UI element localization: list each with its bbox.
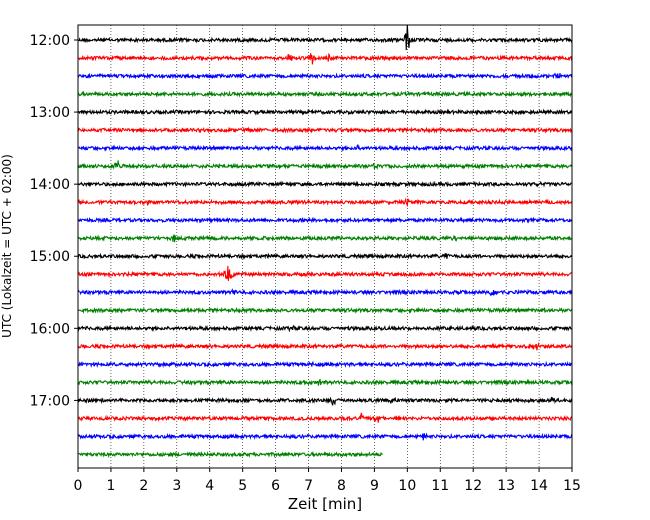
trace-13:00 xyxy=(77,108,573,116)
x-tick-label-4: 4 xyxy=(205,478,214,494)
x-tick-label-11: 11 xyxy=(431,478,449,494)
trace-17:15 xyxy=(77,412,573,423)
x-tick-label-0: 0 xyxy=(74,478,83,494)
trace-13:45 xyxy=(77,160,573,171)
traces xyxy=(77,24,573,459)
y-tick-label-15:00: 15:00 xyxy=(30,249,70,265)
trace-12:00 xyxy=(77,24,573,51)
y-tick-label-17:00: 17:00 xyxy=(30,393,70,409)
plot-frame xyxy=(77,24,573,469)
x-tick-label-15: 15 xyxy=(563,478,581,494)
trace-15:30 xyxy=(77,287,573,297)
y-tick-label-12:00: 12:00 xyxy=(30,33,70,49)
x-tick-label-12: 12 xyxy=(464,478,482,494)
x-tick-label-9: 9 xyxy=(370,478,379,494)
x-tick-label-1: 1 xyxy=(106,478,115,494)
trace-13:15 xyxy=(77,126,573,134)
y-axis-ticks: 12:00 13:00 14:00 15:00 16:00 17:00 xyxy=(30,33,78,409)
y-tick-label-13:00: 13:00 xyxy=(30,105,70,121)
x-tick-label-3: 3 xyxy=(172,478,181,494)
trace-16:15 xyxy=(77,341,573,351)
x-tick-label-8: 8 xyxy=(337,478,346,494)
x-tick-label-13: 13 xyxy=(497,478,515,494)
x-tick-label-6: 6 xyxy=(271,478,280,494)
trace-16:45 xyxy=(77,378,573,387)
trace-12:15 xyxy=(77,52,573,65)
x-tick-label-7: 7 xyxy=(304,478,313,494)
trace-14:00 xyxy=(77,180,573,188)
y-tick-label-16:00: 16:00 xyxy=(30,321,70,337)
x-grid xyxy=(110,25,540,468)
trace-12:30 xyxy=(77,72,573,80)
trace-12:45 xyxy=(77,90,573,98)
x-tick-label-10: 10 xyxy=(398,478,416,494)
y-tick-label-14:00: 14:00 xyxy=(30,177,70,193)
trace-17:30 xyxy=(77,432,573,441)
y-axis-label: UTC (Lokalzeit = UTC + 02:00) xyxy=(0,154,14,338)
trace-16:00 xyxy=(77,324,573,333)
x-tick-label-2: 2 xyxy=(139,478,148,494)
trace-14:45 xyxy=(77,233,573,243)
trace-14:30 xyxy=(77,216,573,224)
trace-15:45 xyxy=(77,306,573,315)
trace-16:30 xyxy=(77,360,573,369)
x-tick-label-14: 14 xyxy=(530,478,548,494)
trace-15:15 xyxy=(77,265,573,281)
trace-15:00 xyxy=(77,252,573,260)
plot-background xyxy=(78,25,572,468)
trace-17:00 xyxy=(77,396,573,406)
x-tick-label-5: 5 xyxy=(238,478,247,494)
x-axis-label: Zeit [min] xyxy=(288,495,362,513)
x-axis-ticks: 0 1 2 3 4 5 6 7 8 9 10 11 12 13 14 15 xyxy=(74,468,581,494)
trace-13:30 xyxy=(78,144,573,152)
trace-14:15 xyxy=(77,197,573,208)
trace-17:45 xyxy=(77,450,383,459)
